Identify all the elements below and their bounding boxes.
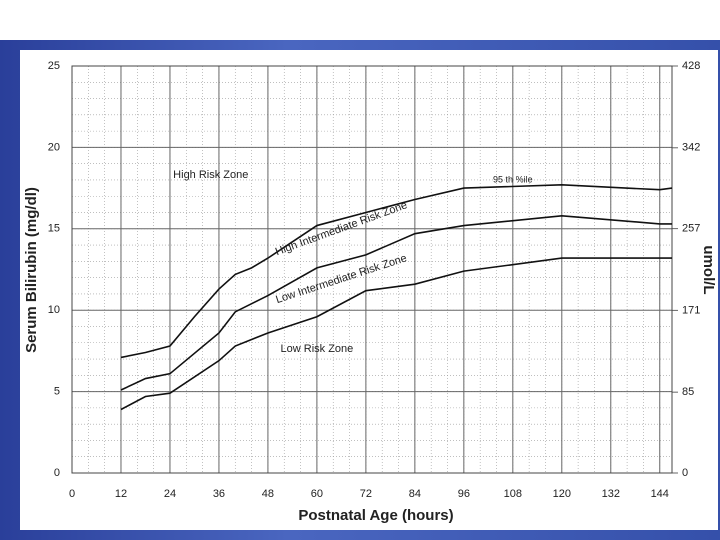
y2-tick-label: 0 — [682, 467, 688, 479]
x-tick-label: 144 — [651, 488, 669, 500]
x-tick-label: 72 — [360, 488, 372, 500]
x-tick-label: 108 — [504, 488, 522, 500]
y2-tick-label: 85 — [682, 386, 694, 398]
y-tick-label: 25 — [48, 60, 60, 72]
y-tick-label: 0 — [54, 467, 60, 479]
x-axis-title: Postnatal Age (hours) — [298, 507, 453, 524]
series-line — [120, 184, 673, 359]
x-tick-label: 36 — [213, 488, 225, 500]
y-tick-label: 10 — [48, 304, 60, 316]
y2-tick-label: 257 — [682, 223, 700, 235]
x-tick-label: 24 — [164, 488, 176, 500]
x-tick-label: 132 — [602, 488, 620, 500]
plot-frame — [71, 65, 673, 474]
annotation: Low Risk Zone — [281, 343, 354, 355]
x-tick-label: 60 — [311, 488, 323, 500]
x-tick-label: 48 — [262, 488, 274, 500]
x-tick-label: 120 — [553, 488, 571, 500]
series-line — [120, 257, 672, 411]
x-tick-label: 84 — [409, 488, 421, 500]
annotation: Low Intermediate Risk Zone — [274, 252, 408, 306]
series-line — [120, 214, 672, 391]
y-tick-label: 15 — [48, 223, 60, 235]
y2-axis-title: umol/L — [700, 245, 717, 294]
y-tick-label: 20 — [48, 141, 60, 153]
y2-tick-label: 171 — [682, 304, 700, 316]
x-tick-label: 12 — [115, 488, 127, 500]
y2-tick-label: 428 — [682, 60, 700, 72]
annotation: 95 th %ile — [493, 174, 533, 184]
y-axis-title: Serum Bilirubin (mg/dl) — [23, 187, 40, 353]
y-tick-label: 5 — [54, 386, 60, 398]
annotation: High Risk Zone — [173, 169, 248, 181]
x-tick-label: 0 — [69, 488, 75, 500]
x-tick-label: 96 — [458, 488, 470, 500]
y2-tick-label: 342 — [682, 142, 700, 154]
